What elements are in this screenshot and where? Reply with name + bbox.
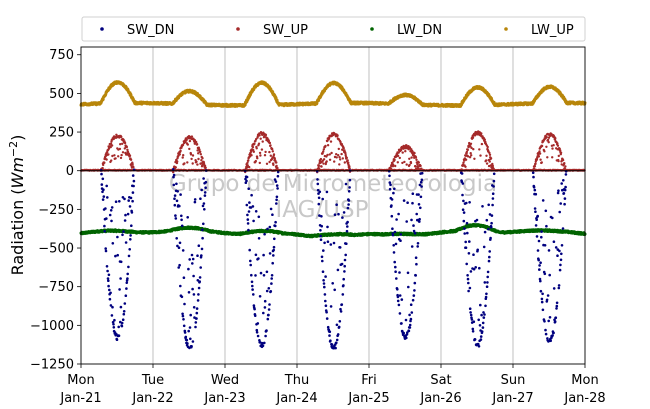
point-sw_up xyxy=(268,150,271,154)
watermark-line-2: IAG/USP xyxy=(276,197,369,223)
point-sw_up xyxy=(182,154,185,157)
point-sw_up xyxy=(257,142,261,145)
point-sw_up xyxy=(113,154,116,157)
point-sw_up xyxy=(120,135,123,139)
point-sw_up xyxy=(181,156,184,159)
point-sw_up xyxy=(269,144,272,147)
point-sw_up xyxy=(260,148,264,151)
point-sw_up xyxy=(188,139,192,143)
point-sw_up xyxy=(121,142,124,145)
point-sw_up xyxy=(263,154,267,157)
point-sw_up xyxy=(201,157,204,160)
point-sw_up xyxy=(248,165,251,169)
point-sw_up xyxy=(102,163,105,167)
point-sw_up xyxy=(261,140,264,143)
point-sw_up xyxy=(252,150,255,153)
point-sw_up xyxy=(174,166,177,169)
grid-lines xyxy=(152,47,514,364)
point-sw_up xyxy=(195,140,198,144)
point-sw_up xyxy=(118,147,122,151)
point-sw_up xyxy=(183,162,186,165)
point-sw_up xyxy=(265,162,269,165)
point-sw_up xyxy=(256,157,259,160)
point-sw_up xyxy=(264,150,267,154)
point-sw_up xyxy=(253,142,256,145)
point-sw_up xyxy=(176,160,179,163)
point-sw_up xyxy=(114,157,117,160)
point-sw_up xyxy=(132,166,135,169)
point-sw_up xyxy=(190,157,193,161)
point-sw_up xyxy=(259,154,262,157)
point-sw_up xyxy=(119,143,122,146)
point-sw_up xyxy=(195,160,198,163)
point-sw_up xyxy=(185,138,188,141)
point-sw_up xyxy=(186,161,189,164)
point-sw_up xyxy=(125,145,128,149)
point-sw_up xyxy=(196,163,199,166)
point-sw_up xyxy=(101,166,104,170)
point-sw_up xyxy=(195,143,199,146)
point-sw_up xyxy=(268,160,271,164)
point-sw_up xyxy=(178,153,181,156)
point-sw_up xyxy=(259,137,262,140)
point-sw_up xyxy=(188,147,191,151)
point-sw_up xyxy=(119,156,123,160)
point-sw_up xyxy=(199,150,202,153)
point-sw_up xyxy=(255,147,258,150)
point-sw_up xyxy=(103,161,106,164)
point-sw_up xyxy=(251,146,255,149)
point-sw_up xyxy=(258,134,261,137)
point-sw_up xyxy=(264,133,268,137)
point-sw_up xyxy=(191,154,195,157)
point-sw_up xyxy=(268,141,272,145)
point-sw_up xyxy=(131,162,134,166)
watermark-line-1: Grupo de Micrometeorologia xyxy=(169,171,497,197)
point-sw_up xyxy=(121,151,125,154)
point-sw_up xyxy=(191,162,194,165)
point-sw_up xyxy=(246,161,249,164)
point-sw_up xyxy=(123,141,127,145)
point-sw_up xyxy=(105,158,108,161)
point-sw_up xyxy=(120,153,123,157)
point-sw_up xyxy=(250,154,253,157)
point-sw_up xyxy=(129,158,133,161)
point-sw_up xyxy=(186,143,189,146)
point-sw_up xyxy=(254,159,257,163)
point-sw_up xyxy=(179,149,182,153)
point-sw_up xyxy=(190,135,194,138)
point-sw_up xyxy=(128,154,132,157)
point-sw_up xyxy=(247,159,250,162)
point-sw_up xyxy=(197,157,200,161)
point-sw_up xyxy=(110,144,114,147)
point-sw_up xyxy=(269,154,272,157)
point-sw_up xyxy=(110,159,113,162)
point-sw_up xyxy=(107,153,110,156)
point-sw_up xyxy=(117,155,120,158)
point-sw_up xyxy=(258,161,261,165)
point-sw_up xyxy=(199,153,202,156)
point-sw_up xyxy=(258,151,262,155)
point-sw_up xyxy=(204,166,207,169)
